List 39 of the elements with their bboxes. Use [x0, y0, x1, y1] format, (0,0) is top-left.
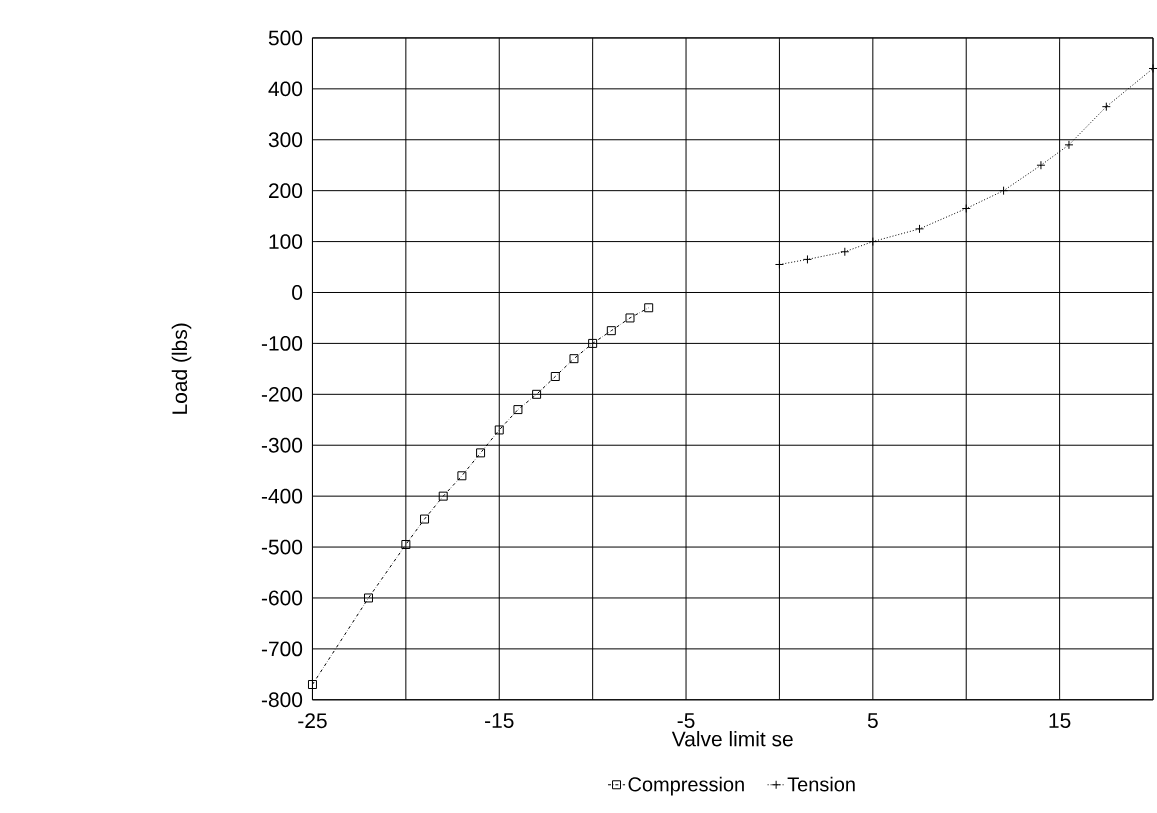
point: [513, 405, 523, 415]
point: [532, 390, 542, 400]
y-axis-title: Load (lbs): [171, 323, 192, 414]
y-tick-label: -200: [261, 387, 303, 402]
point: [438, 491, 448, 501]
point: [457, 471, 467, 481]
y-tick-label: 200: [269, 183, 303, 199]
y-tick-label: 100: [269, 234, 303, 250]
y-tick-label: 300: [268, 132, 303, 148]
point: [476, 448, 486, 458]
point: [550, 372, 560, 382]
x-tick-label: -25: [298, 713, 327, 729]
x-tick-label: -5: [677, 713, 695, 729]
y-tick-label: -700: [261, 641, 303, 657]
y-tick-label: -300: [261, 438, 303, 453]
y-tick-label: -800: [261, 692, 303, 708]
x-axis-title: Valve limit se: [671, 731, 793, 747]
y-tick-label: -100: [261, 336, 303, 352]
point: [606, 326, 616, 336]
legend-label: Compression: [628, 776, 744, 796]
point: [364, 593, 373, 603]
y-tick-label: -500: [261, 539, 303, 555]
point: [588, 339, 598, 349]
y-tick-label: -400: [261, 488, 303, 504]
point: [420, 514, 430, 524]
point: [644, 303, 654, 313]
x-tick-label: -15: [485, 713, 514, 729]
point: [401, 540, 411, 550]
x-tick-label: 15: [1049, 713, 1071, 729]
y-tick-label: 500: [268, 30, 303, 46]
y-tick-label: 400: [268, 81, 303, 97]
point: [494, 425, 504, 435]
point: [307, 680, 317, 690]
point: [569, 354, 579, 364]
point: [625, 313, 635, 323]
y-tick-label: -600: [261, 590, 303, 606]
legend-label: Tension: [787, 776, 855, 792]
y-tick-label: 0: [292, 285, 303, 301]
x-tick-label: 5: [867, 713, 878, 729]
